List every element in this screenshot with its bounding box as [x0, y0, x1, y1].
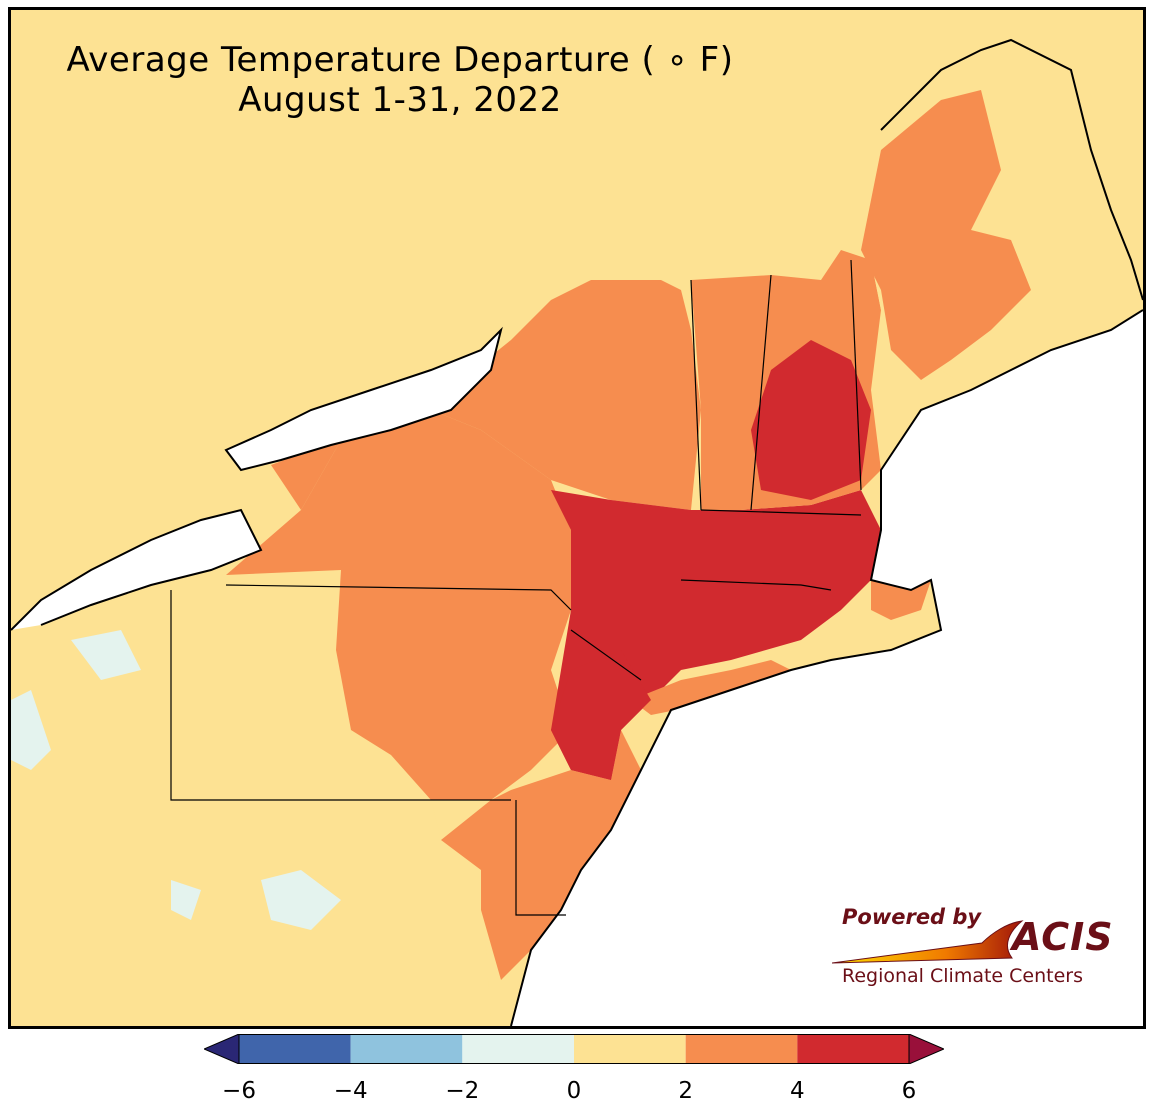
coastline-ontario	[224, 326, 503, 472]
coastline-maine-north	[880, 38, 1143, 301]
region-cape-cod-2-4	[871, 580, 931, 620]
border-nh-me	[850, 259, 862, 491]
colorbar-segment	[239, 1034, 351, 1064]
border-ma-north	[700, 509, 862, 516]
map-frame	[8, 7, 1146, 1029]
border-vt-nh	[750, 274, 772, 511]
lake-ontario	[226, 330, 501, 470]
colorbar-segment	[797, 1034, 909, 1064]
map-title: Average Temperature Departure ( ∘ F)	[66, 40, 734, 80]
colorbar-segments	[238, 1034, 910, 1064]
region-maine-2-4	[861, 90, 1031, 380]
patch-cool-2	[71, 630, 141, 680]
colorbar-segment	[350, 1034, 463, 1064]
region-nh-core-4-6	[751, 340, 871, 500]
map-canvas	[11, 10, 1143, 1026]
colorbar-tick-label: 6	[901, 1078, 917, 1104]
colorbar-segment	[462, 1034, 574, 1064]
colorbar-extend-low	[204, 1034, 240, 1064]
ocean-atlantic	[511, 310, 1143, 1026]
patch-cool-1	[11, 690, 51, 770]
acis-swoosh-icon	[832, 920, 1024, 964]
region-central-pa-2-4	[226, 410, 571, 800]
coastline-erie	[11, 508, 263, 631]
patch-cool-3	[261, 870, 341, 930]
colorbar-tick-label: −6	[222, 1078, 256, 1104]
region-nj-de-2-4	[441, 730, 641, 980]
colorbar-segment	[685, 1034, 798, 1064]
border-pa-west	[170, 590, 511, 801]
colorbar-tick-label: 4	[790, 1078, 805, 1104]
colorbar-tick-label: −4	[333, 1078, 368, 1104]
border-ma-ct	[680, 579, 832, 591]
patch-cool-4	[171, 880, 201, 920]
logo-powered-by: Powered by	[842, 905, 982, 929]
coastlines	[11, 38, 1143, 1026]
coastline-atlantic	[510, 309, 1143, 1026]
colorbar-tick-label: 2	[678, 1078, 693, 1104]
border-pa-ny	[225, 584, 572, 611]
border-ny-vt	[690, 279, 702, 511]
logo-brand: ACIS	[1012, 915, 1114, 959]
colorbar-extend-high	[908, 1034, 944, 1064]
logo-subtitle: Regional Climate Centers	[842, 965, 1084, 987]
region-western-ny-2-4	[271, 280, 701, 510]
border-de-md	[515, 800, 566, 916]
map-subtitle: August 1-31, 2022	[238, 80, 562, 120]
colorbar-tick-label: 0	[566, 1078, 582, 1104]
colorbar-segment	[574, 1034, 686, 1064]
region-southwest-0-2	[11, 570, 491, 1026]
colorbar	[204, 1034, 944, 1064]
region-long-island-2-4	[631, 660, 791, 715]
colorbar-tick-label: −2	[445, 1078, 480, 1104]
state-borders	[170, 259, 862, 916]
lake-erie	[11, 510, 261, 630]
border-nj-ny	[570, 629, 642, 681]
region-nj-core-4-6	[551, 650, 651, 780]
